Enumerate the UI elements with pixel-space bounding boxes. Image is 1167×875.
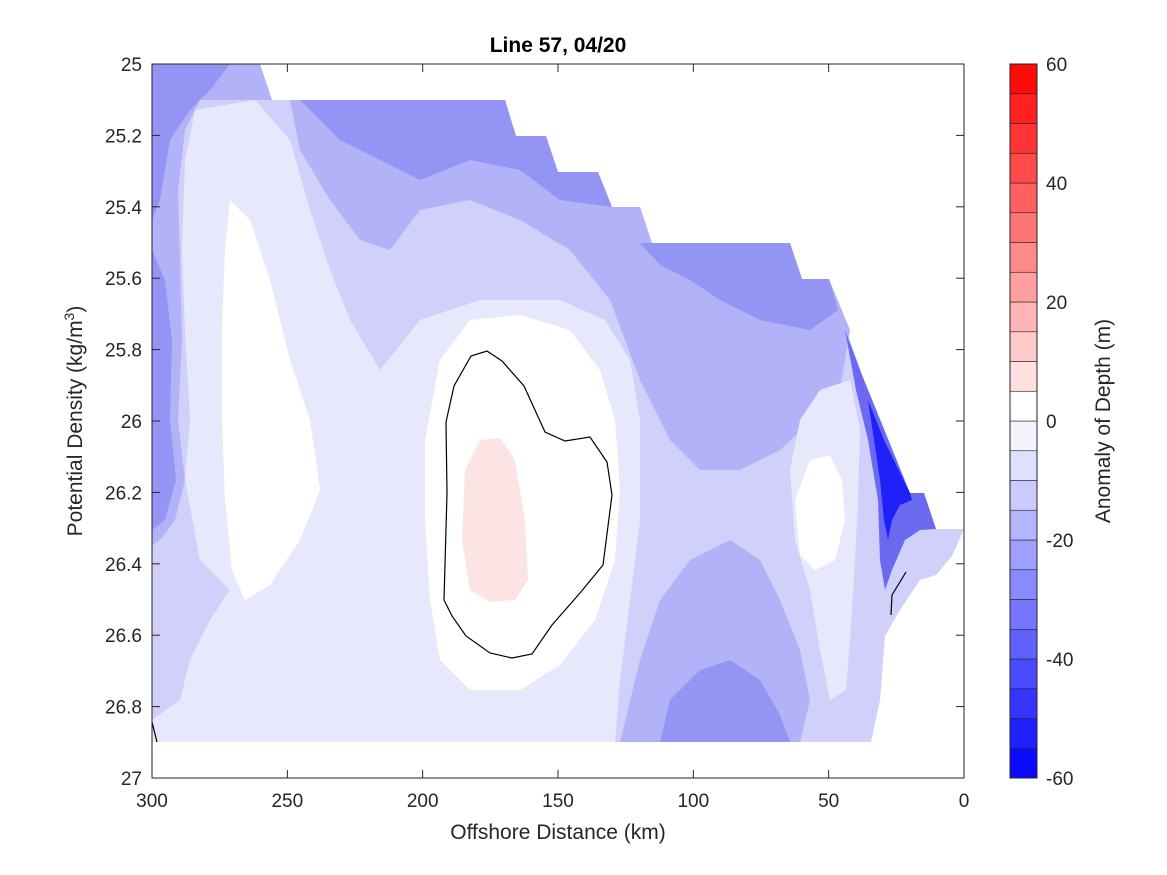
colorbar-segment — [1009, 480, 1038, 511]
colorbar-segment — [1009, 599, 1038, 630]
anomaly-field — [152, 64, 964, 743]
colorbar-segment — [1009, 569, 1038, 600]
colorbar-segment — [1009, 301, 1038, 333]
colorbar-segment — [1009, 271, 1038, 303]
contour-fill-minus-55 — [868, 400, 912, 540]
x-tick-label: 50 — [818, 791, 839, 812]
contour-fill-minus-30-e — [152, 250, 176, 530]
chart-title: Line 57, 04/20 — [490, 34, 627, 57]
zero-contour-line — [443, 350, 613, 659]
colorbar-segment — [1009, 420, 1038, 452]
contour-fill-zero-c — [795, 455, 845, 570]
colorbar-segment — [1009, 450, 1038, 481]
contour-fill-minus-20-b — [290, 100, 850, 470]
colorbar-frame — [1009, 63, 1038, 779]
colorbar-segment — [1009, 509, 1038, 541]
contour-fill-plus-5 — [462, 438, 528, 602]
y-tick-label: 26.4 — [105, 555, 142, 576]
colorbar-segment — [1009, 63, 1038, 95]
colorbar-segment — [1009, 361, 1038, 392]
colorbar-segment — [1009, 539, 1038, 571]
colorbar-segment — [1009, 152, 1038, 184]
y-tick-label: 26 — [121, 412, 142, 433]
colorbar-tick-label: -60 — [1046, 769, 1073, 790]
x-axis-label: Offshore Distance (km) — [450, 821, 666, 844]
colorbar-tick-label: 0 — [1046, 412, 1057, 433]
colorbar-segment — [1009, 658, 1038, 690]
colorbar-label: Anomaly of Depth (m) — [1092, 319, 1115, 523]
colorbar-segment — [1009, 628, 1038, 660]
y-axis: 25 25.2 25.4 25.6 25.8 26 26.2 26.4 26.6 26.8 27 — [105, 55, 964, 790]
colorbar-segment — [1009, 242, 1038, 273]
x-axis: 300 250 200 150 100 50 0 — [136, 64, 969, 812]
colorbar-segment — [1009, 718, 1038, 749]
colorbar: 60 40 20 0 -20 -40 -60 — [1009, 55, 1073, 790]
colorbar-tick-label: 60 — [1046, 55, 1067, 76]
x-tick-label: 150 — [542, 791, 574, 812]
y-tick-label: 25.4 — [105, 198, 142, 219]
colorbar-tick-label: 20 — [1046, 293, 1067, 314]
y-tick-label: 25.8 — [105, 341, 142, 362]
contour-fill-minus-30-b — [640, 243, 838, 330]
colorbar-segment — [1009, 390, 1038, 422]
colorbar-tick-label: -40 — [1046, 650, 1073, 671]
colorbar-segment — [1009, 123, 1038, 154]
zero-contour-line-edge — [152, 721, 158, 743]
colorbar-segment — [1009, 212, 1038, 243]
colorbar-segment — [1009, 747, 1038, 779]
y-tick-label: 25.2 — [105, 126, 142, 147]
colorbar-segment — [1009, 331, 1038, 362]
contour-fill-zero-b — [425, 315, 620, 690]
colorbar-tick-label: 40 — [1046, 174, 1067, 195]
y-axis-label-main: Potential Density (kg/m — [64, 320, 87, 536]
y-tick-label: 25 — [121, 55, 142, 76]
y-axis-label-end: ) — [64, 306, 87, 313]
zero-contour-line-coast — [890, 571, 907, 616]
contour-fill-minus-30-d — [152, 64, 230, 220]
y-tick-label: 26.2 — [105, 483, 142, 504]
colorbar-segment — [1009, 182, 1038, 214]
y-axis-label-sup: 3 — [61, 312, 77, 320]
y-tick-label: 26.6 — [105, 626, 142, 647]
x-tick-label: 0 — [959, 791, 970, 812]
x-tick-label: 100 — [677, 791, 709, 812]
y-tick-label: 26.8 — [105, 698, 142, 719]
contour-fill-minus-30 — [300, 100, 612, 207]
colorbar-segment — [1009, 93, 1038, 124]
y-tick-label: 25.6 — [105, 269, 142, 290]
x-tick-label: 300 — [136, 791, 168, 812]
contour-fill-zero — [222, 200, 320, 600]
colorbar-tick-label: -20 — [1046, 531, 1073, 552]
x-tick-label: 250 — [271, 791, 303, 812]
colorbar-segment — [1009, 688, 1038, 719]
y-tick-label: 27 — [121, 769, 142, 790]
contour-fill-minus-30-c — [660, 660, 790, 742]
y-axis-label: Potential Density (kg/m3) — [61, 306, 87, 537]
x-tick-label: 200 — [407, 791, 439, 812]
